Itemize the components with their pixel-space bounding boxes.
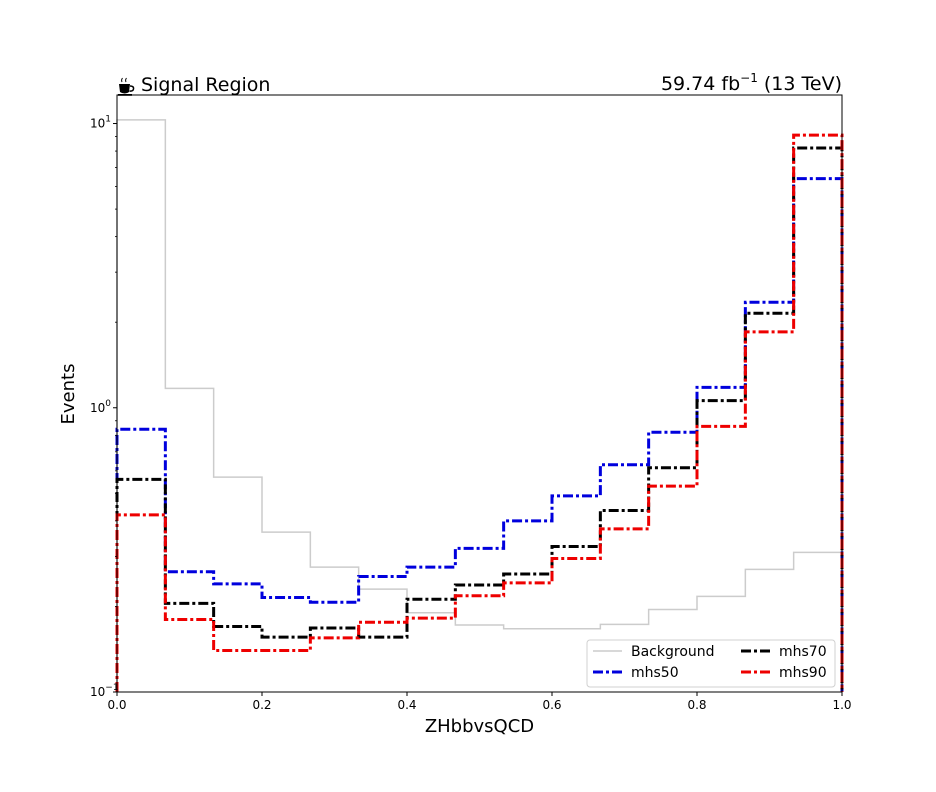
x-tick-label: 0.8 (687, 698, 706, 712)
series-line-background (116, 119, 843, 692)
x-axis: 0.0 0.2 0.4 0.6 0.8 1.0 (107, 692, 852, 712)
chart-title-left: Signal Region (141, 74, 270, 96)
title-group: Signal Region 59.74 fb−1 (13 TeV) (118, 71, 842, 96)
plot-frame (116, 94, 843, 693)
x-tick-label: 0.6 (542, 698, 561, 712)
legend: Background mhs50 mhs70 mhs90 (586, 639, 836, 688)
legend-label-background: Background (631, 644, 715, 660)
series-layer (115, 119, 844, 692)
y-tick-label: 10−1 (90, 683, 119, 699)
chart-title-right: 59.74 fb−1 (13 TeV) (661, 71, 842, 95)
x-tick-label: 0.2 (252, 698, 271, 712)
series-line-mhs90 (115, 133, 844, 692)
legend-label-mhs50: mhs50 (631, 665, 679, 681)
legend-box (586, 639, 836, 688)
y-tick-base: 10 (90, 685, 105, 699)
x-tick-label: 0.0 (107, 698, 126, 712)
y-tick-label: 100 (90, 399, 111, 415)
y-tick-exponent: 1 (105, 115, 111, 125)
x-tick-label: 0.4 (397, 698, 416, 712)
y-tick-base: 10 (90, 401, 105, 415)
y-tick-base: 10 (90, 117, 105, 131)
series-line-mhs70 (115, 146, 844, 692)
hot-beverage-icon (118, 77, 135, 96)
legend-label-mhs90: mhs90 (779, 665, 827, 681)
legend-label-mhs70: mhs70 (779, 644, 827, 660)
y-tick-exponent: 0 (105, 399, 111, 409)
y-tick-exponent: −1 (105, 683, 118, 693)
x-tick-label: 1.0 (832, 698, 851, 712)
energy-label: (13 TeV) (758, 73, 842, 95)
luminosity-label: 59.74 fb (661, 73, 740, 95)
y-axis-label: Events (58, 364, 79, 425)
luminosity-exponent: −1 (740, 71, 758, 85)
series-line-mhs50 (115, 177, 844, 692)
x-axis-label: ZHbbvsQCD (425, 716, 534, 737)
y-tick-label: 101 (90, 115, 111, 131)
